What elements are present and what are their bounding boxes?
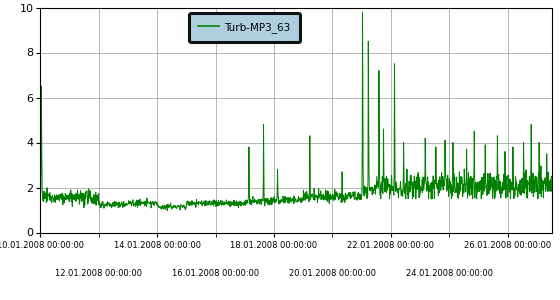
Text: 24.01.2008 00:00:00: 24.01.2008 00:00:00 <box>406 268 493 278</box>
Text: 20.01.2008 00:00:00: 20.01.2008 00:00:00 <box>289 268 376 278</box>
Text: 16.01.2008 00:00:00: 16.01.2008 00:00:00 <box>172 268 259 278</box>
Legend: Turb-MP3_63: Turb-MP3_63 <box>189 13 300 42</box>
Text: 12.01.2008 00:00:00: 12.01.2008 00:00:00 <box>55 268 142 278</box>
